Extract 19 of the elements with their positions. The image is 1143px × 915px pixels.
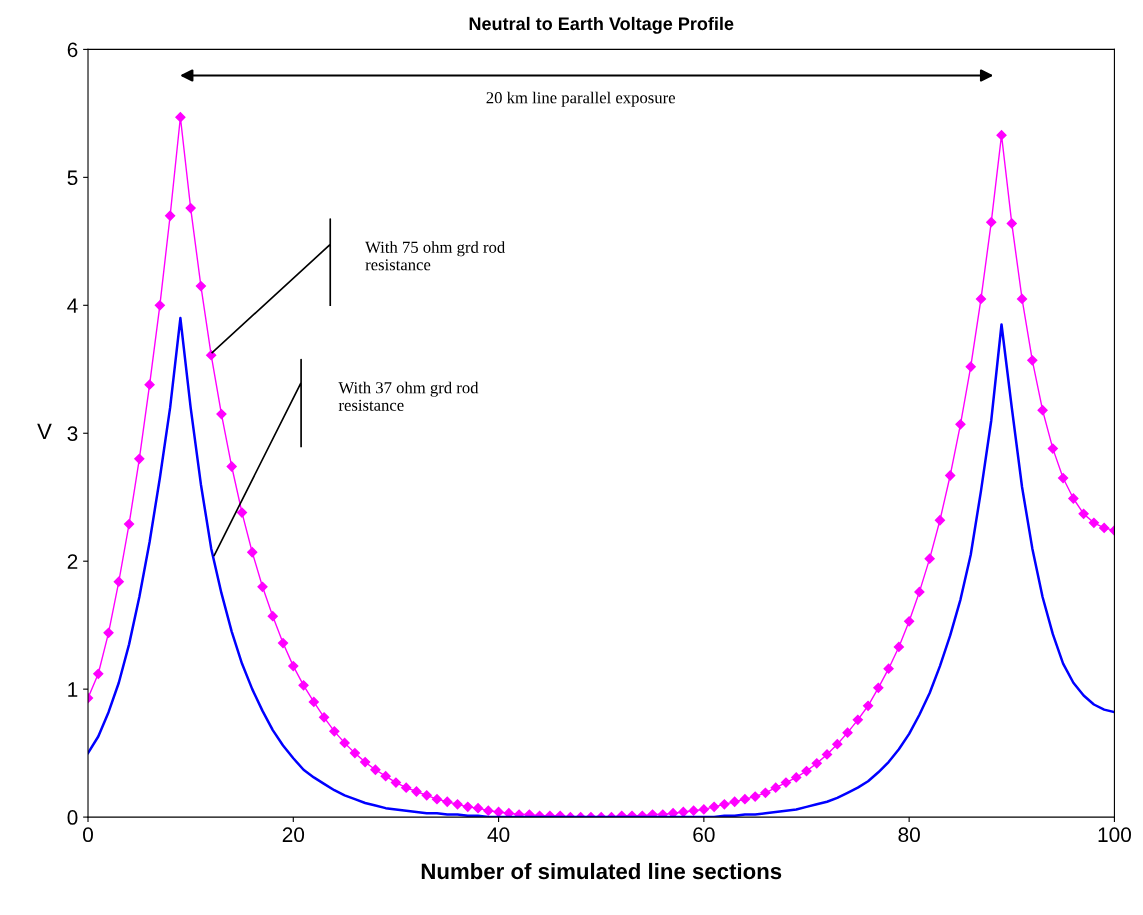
x-tick-label: 20 [282,827,305,843]
y-tick-label: 1 [68,682,78,697]
annotation: 20 km line parallel exposure [486,91,675,107]
y-tick-label: 2 [67,554,78,569]
y-tick-label: 5 [67,170,78,186]
x-axis-title: Number of simulated line sections [421,862,782,880]
x-tick-label: 0 [83,827,93,843]
y-axis-title: V [37,423,52,439]
x-tick-label: 100 [1098,827,1131,843]
y-tick-label: 4 [67,298,78,313]
y-tick-label: 3 [67,426,78,442]
annotation: With 75 ohm grd rod resistance [365,241,505,271]
chart-title: Neutral to Earth Voltage Profile [469,16,734,34]
x-tick-label: 60 [693,827,715,843]
annotation: With 37 ohm grd rod resistance [338,381,479,411]
x-tick-label: 40 [487,827,510,843]
y-tick-label: 0 [67,810,78,825]
x-tick-label: 80 [898,827,920,843]
y-tick-label: 6 [67,42,78,58]
